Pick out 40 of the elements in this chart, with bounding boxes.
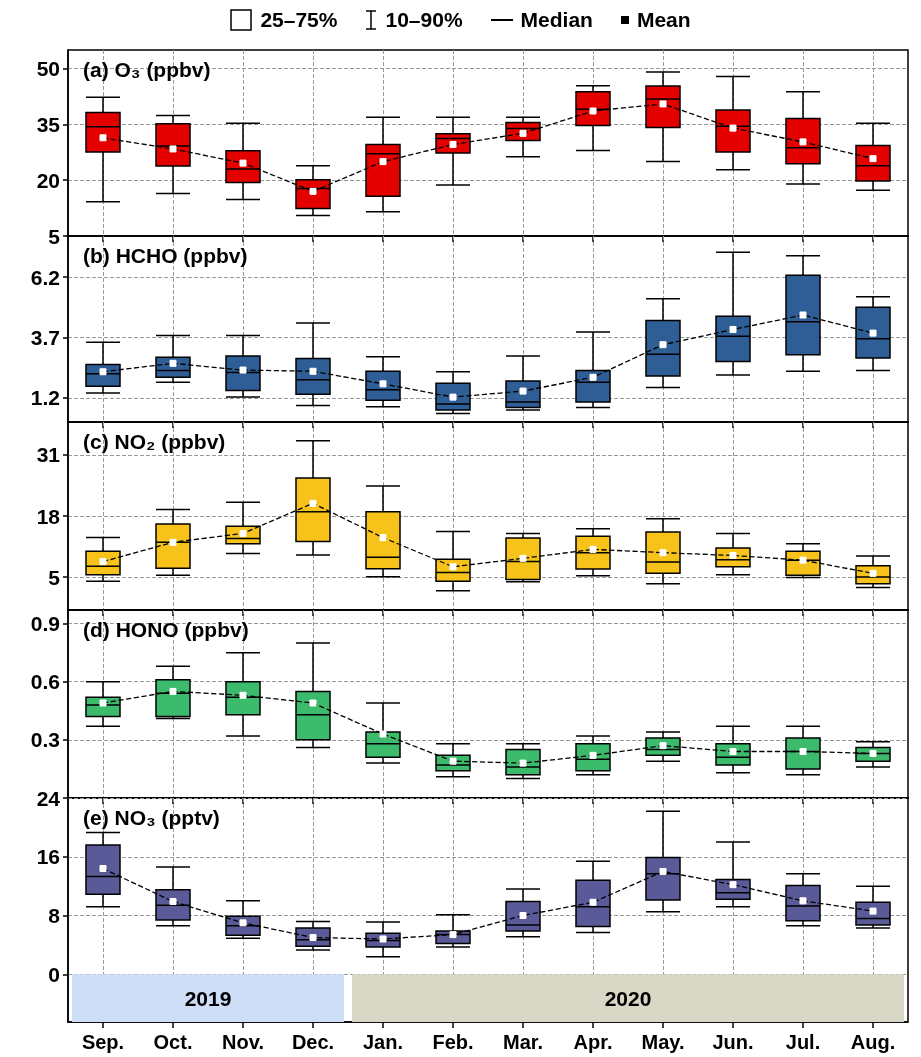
text: Mean [636,8,691,32]
chart-title: (c) NO₂ (ppbv) [83,430,226,453]
y-tick-label: 5 [48,565,61,589]
x-tick-label: Oct. [153,1031,193,1053]
y-tick-label: 50 [36,57,60,81]
y-tick-label: 8 [48,904,61,928]
x-tick-label: Aug. [850,1031,896,1053]
x-tick-label: Nov. [222,1031,264,1053]
chart-title: (d) HONO (ppbv) [83,618,249,641]
y-tick-label: 5 [48,224,61,248]
x-tick-label: Apr. [573,1031,613,1053]
band-label: 2020 [604,986,652,1010]
chart-title: (e) NO₃ (pptv) [83,806,220,829]
text: Median [520,8,593,32]
y-tick-label: 0.3 [30,728,60,752]
x-tick-label: Mar. [502,1031,544,1053]
x-tick-label: Jan. [362,1031,404,1053]
y-tick-label: 35 [36,112,61,136]
y-tick-label: 20 [36,168,60,192]
y-tick-label: 31 [36,443,61,467]
text: 10–90% [385,8,463,32]
x-tick-label: Dec. [291,1031,335,1053]
y-tick-label: 6.2 [30,265,60,289]
band-label: 2019 [184,986,232,1010]
text: 25–75% [260,8,338,32]
y-tick-label: 1.2 [30,386,60,410]
x-tick-label: May. [641,1031,685,1053]
y-tick-label: 0 [48,962,60,986]
y-tick-label: 3.7 [30,325,60,349]
y-tick-label: 16 [36,845,60,869]
chart-title: (a) O₃ (ppbv) [83,58,211,81]
x-tick-label: Jul. [785,1031,821,1053]
y-tick-label: 18 [36,504,61,528]
y-tick-label: 0.6 [30,670,60,694]
x-tick-label: Jun. [712,1031,754,1053]
y-tick-label: 24 [36,786,61,810]
x-tick-label: Feb. [432,1031,474,1053]
chart-title: (b) HCHO (ppbv) [83,244,248,267]
y-tick-label: 0.9 [30,612,60,636]
x-tick-label: Sep. [81,1031,125,1053]
